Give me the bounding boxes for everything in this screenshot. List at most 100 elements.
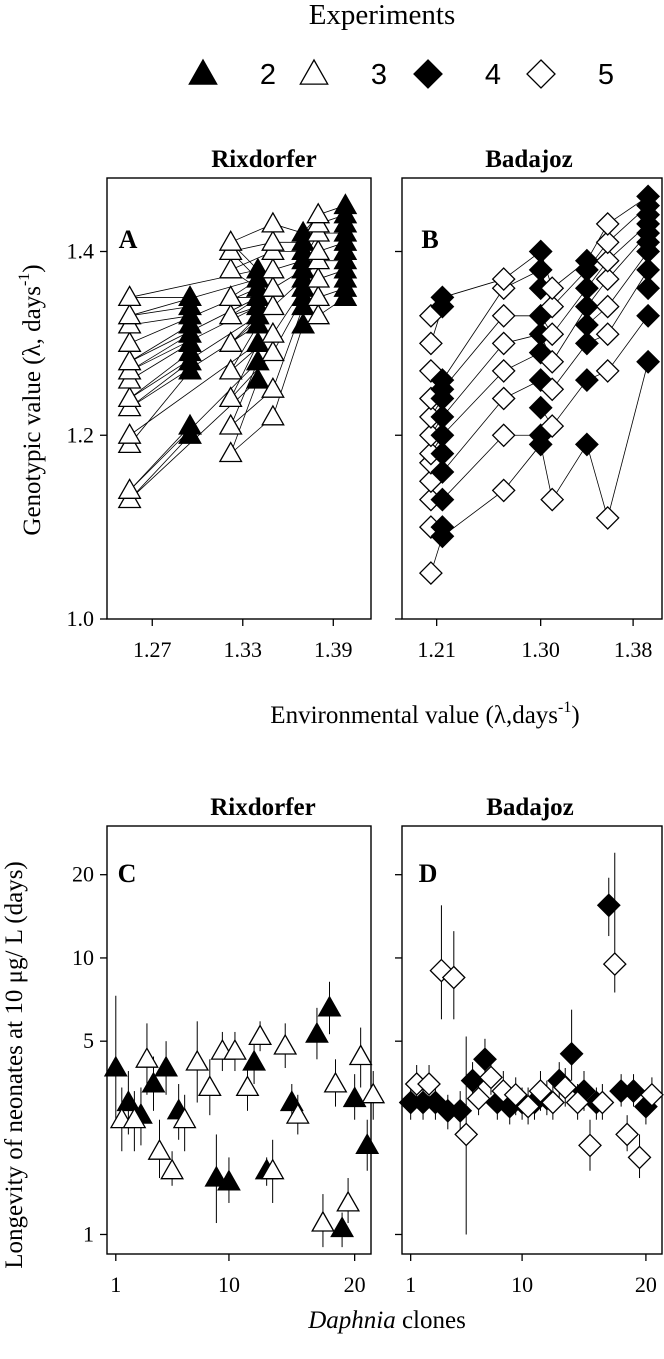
- legend-label-3: 3: [371, 59, 387, 91]
- data-point-exp-5: [639, 1082, 664, 1107]
- data-point-exp-3: [306, 266, 331, 288]
- data-point-exp-3: [285, 1102, 310, 1124]
- reaction-norm-line: [129, 343, 259, 436]
- reaction-norm-line: [551, 288, 588, 335]
- reaction-norm-line: [607, 269, 649, 335]
- bottom-y-axis-label: Longevity of neonates at 10 μg/ L (days): [1, 861, 28, 1269]
- data-point-exp-3: [218, 331, 243, 352]
- panel-C-title: Rixdorfer: [210, 794, 316, 821]
- panel-C-ytick-label: 5: [83, 1028, 94, 1053]
- data-point-exp-3: [117, 331, 142, 352]
- data-point-exp-3: [348, 1044, 373, 1066]
- data-point-exp-4: [574, 248, 599, 273]
- data-point-exp-5: [418, 331, 443, 356]
- data-point-exp-5: [466, 1086, 491, 1111]
- panel-D-xtick-label: 20: [635, 1272, 657, 1297]
- data-point-exp-4: [430, 423, 455, 448]
- data-point-exp-4: [460, 1068, 485, 1093]
- data-point-exp-2: [245, 367, 270, 389]
- data-point-exp-3: [117, 303, 142, 325]
- panel-B-letter: B: [421, 225, 438, 254]
- data-point-exp-4: [430, 460, 455, 484]
- data-point-exp-3: [117, 386, 142, 408]
- panel-D-points: [398, 893, 664, 1170]
- data-point-exp-5: [595, 248, 620, 273]
- reaction-norm-line: [230, 361, 259, 427]
- data-point-exp-4: [430, 487, 455, 512]
- data-point-exp-2: [178, 285, 202, 307]
- reaction-norm-line: [442, 288, 505, 381]
- data-point-exp-3: [185, 1049, 210, 1071]
- bottom-ylabel: Longevity of neonates at 10 μg/ L (days): [1, 861, 28, 1269]
- data-point-exp-5: [595, 211, 620, 236]
- reaction-norm-line: [230, 343, 259, 399]
- reaction-norm-line: [503, 444, 541, 491]
- data-point-exp-2: [333, 193, 358, 215]
- legend-label-5: 5: [598, 59, 614, 91]
- panel-C-letter: C: [118, 859, 137, 888]
- data-point-exp-3: [261, 340, 285, 362]
- data-point-exp-5: [540, 1090, 565, 1115]
- data-point-exp-2: [204, 1165, 229, 1187]
- panel-D: Badajoz D 1 10 20: [395, 794, 664, 1297]
- data-point-exp-5: [595, 294, 620, 319]
- data-point-exp-5: [595, 267, 620, 292]
- panel-C-lines: [115, 981, 374, 1248]
- panel-A-title: Rixdorfer: [211, 146, 317, 173]
- data-point-exp-5: [491, 267, 516, 292]
- reaction-norm-line: [129, 306, 191, 317]
- panel-B-xtick-label: 1.30: [521, 637, 560, 662]
- data-point-exp-3: [117, 349, 142, 371]
- top-xlabel-main: Environmental value (λ,days: [270, 702, 558, 729]
- panel-C-frame: [106, 825, 372, 1255]
- data-point-exp-5: [491, 358, 516, 383]
- panel-D-xtick-label: 10: [511, 1272, 533, 1297]
- data-point-exp-3: [273, 1033, 298, 1055]
- data-point-exp-5: [417, 1072, 441, 1096]
- data-point-exp-5: [540, 294, 565, 319]
- data-point-exp-5: [441, 965, 466, 990]
- data-point-exp-5: [479, 1065, 503, 1090]
- data-point-exp-5: [491, 423, 516, 448]
- panel-D-xtick-label: 1: [405, 1272, 416, 1297]
- data-point-exp-4: [559, 1041, 584, 1066]
- data-point-exp-4: [574, 276, 599, 301]
- data-point-exp-5: [540, 487, 565, 512]
- data-point-exp-3: [117, 478, 142, 499]
- bottom-xlabel-rest: clones: [396, 1307, 466, 1334]
- data-point-exp-4: [574, 432, 599, 457]
- data-point-exp-5: [590, 1090, 615, 1115]
- data-point-exp-3: [117, 285, 142, 307]
- data-point-exp-3: [261, 321, 285, 343]
- data-point-exp-4: [448, 1098, 473, 1123]
- reaction-norm-line: [442, 315, 504, 390]
- top-ylabel-main: Genotypic value (λ, days: [19, 286, 46, 536]
- panel-C: Rixdorfer C 1 5 10 20 1 10 20: [72, 794, 386, 1297]
- data-point-exp-4: [636, 184, 661, 209]
- panels: Rixdorfer A 1.0 1.2 1.4 1.27 1.33 1.39 Badajoz B 1…: [67, 146, 664, 1297]
- panel-C-points: [103, 995, 386, 1238]
- reaction-norm-line: [442, 370, 504, 436]
- reaction-norm-line: [129, 434, 191, 500]
- panel-D-title: Badajoz: [486, 794, 574, 821]
- data-point-exp-2: [355, 1133, 380, 1154]
- panel-D-letter: D: [419, 859, 438, 888]
- panel-B-xtick-label: 1.21: [417, 637, 456, 662]
- panel-A-ytick-label: 1.0: [67, 606, 95, 631]
- reaction-norm-line: [551, 343, 588, 390]
- data-point-exp-2: [116, 1090, 141, 1112]
- data-point-exp-3: [218, 285, 243, 307]
- panel-A-letter: A: [119, 225, 138, 254]
- data-point-exp-3: [261, 376, 285, 398]
- data-point-exp-2: [330, 1216, 355, 1238]
- data-point-exp-5: [516, 1094, 541, 1119]
- data-point-exp-4: [621, 1079, 646, 1104]
- data-point-exp-3: [197, 1075, 222, 1097]
- data-point-exp-4: [430, 515, 455, 540]
- data-point-exp-5: [595, 322, 620, 347]
- data-point-exp-4: [596, 893, 621, 918]
- legend-marker-4: [413, 59, 443, 89]
- data-point-exp-5: [491, 478, 516, 503]
- data-point-exp-3: [306, 202, 331, 224]
- data-point-exp-2: [217, 1169, 241, 1191]
